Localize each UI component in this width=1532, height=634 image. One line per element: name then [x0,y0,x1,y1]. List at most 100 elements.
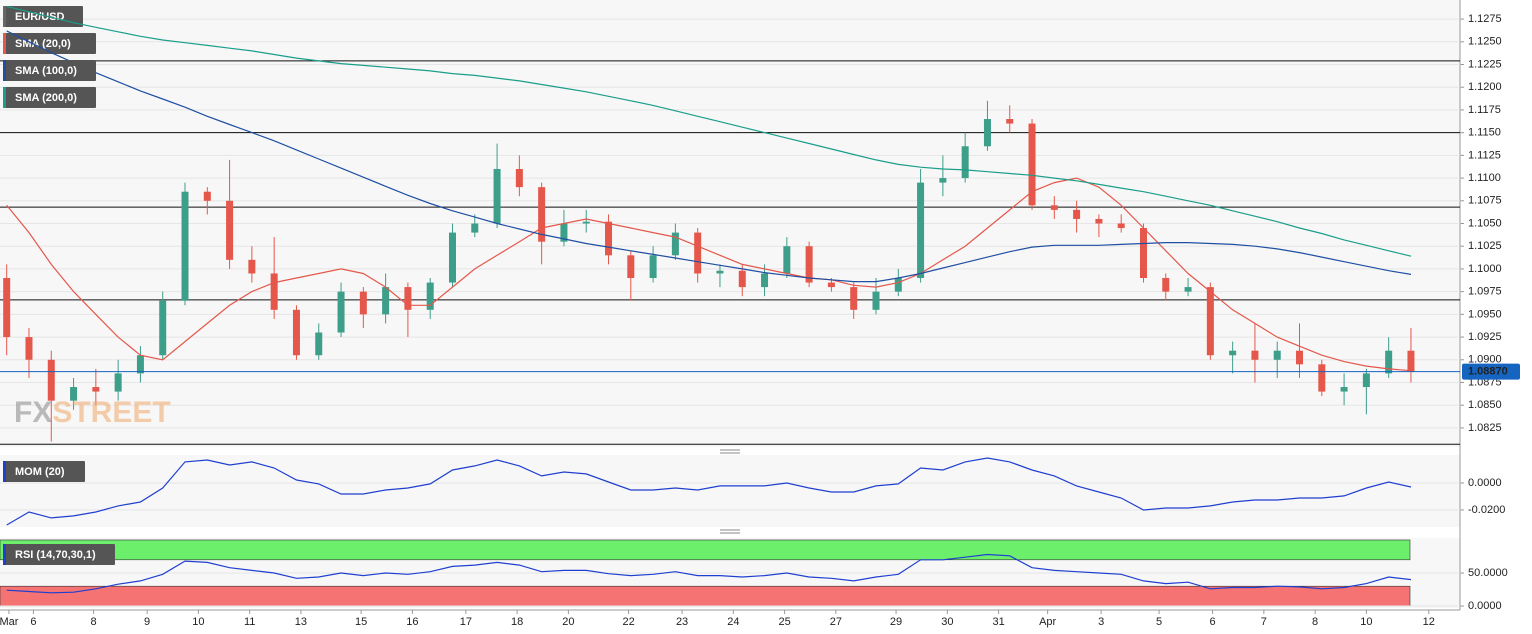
x-tick-label: 6 [30,616,36,628]
panel-handle[interactable] [720,529,740,534]
x-tick-label: 29 [890,616,902,628]
x-tick-label: 22 [622,616,634,628]
candle-body [1385,350,1393,374]
indicator-line [6,553,1412,594]
y-tick-label: 1.1050 [1468,217,1502,229]
y-tick-label: 1.0850 [1468,399,1502,411]
x-tick-label: 11 [244,616,255,628]
legend-label: SMA (20,0) [15,38,71,50]
y-tick-label: 1.0900 [1468,354,1502,366]
candle-body [404,287,412,310]
x-tick-label: 7 [1261,616,1267,628]
candle-body [1296,350,1304,365]
x-tick-label: Mar [0,616,19,628]
y-tick-label: 1.1100 [1468,172,1501,184]
candle-body [605,221,613,256]
candle-body [515,168,523,188]
x-tick-label: 5 [1156,616,1162,628]
last-price-box [1462,363,1520,380]
watermark: FXSTREET [14,396,171,429]
legend-box [3,60,96,81]
candle-body [136,355,144,374]
candle-body [560,223,568,242]
candle-body [1340,387,1348,392]
candle-body [181,191,189,301]
candle-body [1407,350,1415,372]
legend-swatch [3,87,6,108]
x-tick-label: 12 [1423,616,1435,628]
candle-body [47,359,55,401]
candle-body [761,273,769,288]
y-tick-label: 50.0000 [1468,567,1508,579]
candle-body [716,270,724,274]
candle-body [850,287,858,310]
candle-body [694,232,702,274]
x-tick-label: 30 [941,616,953,628]
legend-box [3,6,83,27]
x-tick-label: 15 [355,616,367,628]
legend-swatch [3,461,6,482]
x-tick-label: 27 [830,616,842,628]
candle-body [872,291,880,310]
y-tick-label: 1.1225 [1468,58,1502,70]
candle-body [827,282,835,288]
panel-handle[interactable] [720,449,740,454]
y-tick-label: 0.0000 [1468,600,1502,612]
x-tick-label: 23 [676,616,688,628]
y-tick-label: 1.1000 [1468,263,1502,275]
x-tick-label: 18 [511,616,523,628]
legend-label: RSI (14,70,30,1) [15,549,96,561]
legend-label: SMA (200,0) [15,92,77,104]
candle-body [382,287,390,315]
x-tick-label: 10 [192,616,204,628]
legend-swatch [3,6,6,27]
candle-body [939,178,947,183]
legend-box [3,461,85,482]
candle-body [292,309,300,356]
candle-body [917,182,925,279]
y-tick-label: 1.1175 [1468,104,1501,116]
candle-body [1117,223,1125,229]
x-tick-label: 17 [460,616,472,628]
candle-body [1184,287,1192,292]
y-tick-label: 1.1200 [1468,81,1502,93]
candle-body [426,282,434,310]
candle-body [337,291,345,333]
x-tick-label: 31 [992,616,1004,628]
x-tick-label: 25 [778,616,790,628]
candle-body [315,332,323,356]
x-tick-label: 6 [1210,616,1216,628]
candle-body [1206,287,1214,356]
legend-box [3,33,96,54]
y-tick-label: -0.0200 [1468,504,1505,516]
y-tick-label: 1.0975 [1468,286,1502,298]
candle-body [783,246,791,274]
candle-body [1050,205,1058,210]
x-tick-label: 8 [91,616,97,628]
candle-body [448,232,456,283]
candle-body [70,387,78,401]
x-tick-label: 3 [1098,616,1104,628]
mom-panel [0,455,1460,527]
y-tick-label: 1.0825 [1468,422,1502,434]
x-tick-label: 9 [144,616,150,628]
legend-label: EUR/USD [15,11,65,23]
x-tick-label: 16 [406,616,418,628]
y-tick-label: 1.0950 [1468,308,1502,320]
candle-body [1139,228,1147,279]
candle-body [738,270,746,288]
candle-body [1028,123,1036,206]
legend-label: MOM (20) [15,466,65,478]
legend-box [3,544,115,565]
candle-body [805,246,813,283]
candle-body [1273,350,1281,360]
watermark-street: STREET [52,396,170,429]
candle-body [1006,119,1014,124]
candle-body [270,273,278,310]
candle-body [1162,278,1170,292]
legend-label: SMA (100,0) [15,65,77,77]
candle-body [92,387,100,392]
candle-body [359,291,367,315]
candle-body [114,373,122,392]
candle-body [25,337,33,360]
